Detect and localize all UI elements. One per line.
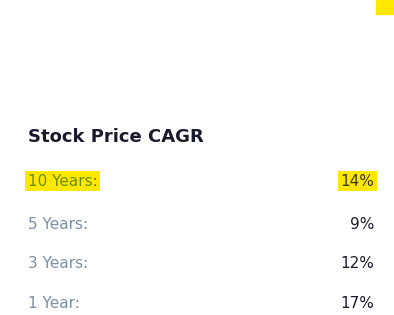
Text: 1 Year:: 1 Year:	[28, 296, 80, 311]
Text: 5 Years:: 5 Years:	[28, 217, 88, 232]
Text: 17%: 17%	[340, 296, 374, 311]
Text: 10 Years:: 10 Years:	[28, 174, 97, 189]
Text: Stock Price CAGR: Stock Price CAGR	[28, 128, 203, 146]
Text: 12%: 12%	[340, 256, 374, 271]
Text: 3 Years:: 3 Years:	[28, 256, 88, 271]
Text: 14%: 14%	[340, 174, 374, 189]
Text: 9%: 9%	[350, 217, 374, 232]
Bar	[376, 0, 394, 14]
